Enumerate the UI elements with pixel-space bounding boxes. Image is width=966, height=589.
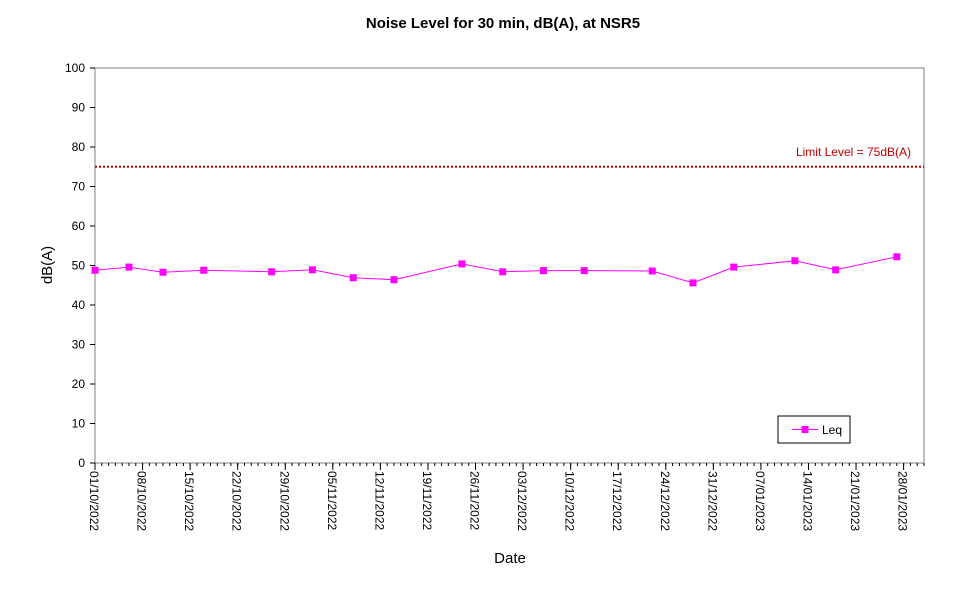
y-tick-label: 90 (72, 101, 86, 115)
data-point (308, 266, 316, 274)
data-point (893, 253, 901, 261)
y-tick-label: 60 (72, 219, 86, 233)
y-tick-label: 40 (72, 298, 86, 312)
x-tick-label: 03/12/2022 (515, 471, 529, 531)
data-point (349, 274, 357, 282)
data-point (91, 266, 99, 274)
y-tick-label: 100 (65, 61, 85, 75)
data-point (159, 268, 167, 276)
x-tick-label: 12/11/2022 (372, 471, 386, 530)
legend-label: Leq (822, 423, 842, 437)
x-tick-label: 05/11/2022 (325, 471, 339, 530)
limit-label: Limit Level = 75dB(A) (796, 145, 911, 159)
chart-title: Noise Level for 30 min, dB(A), at NSR5 (366, 15, 640, 32)
x-tick-label: 28/01/2023 (896, 471, 910, 531)
data-point (689, 279, 697, 287)
data-point (580, 267, 588, 275)
x-tick-label: 29/10/2022 (277, 471, 291, 531)
data-point (268, 268, 276, 276)
data-point (539, 267, 547, 275)
x-tick-label: 22/10/2022 (230, 471, 244, 531)
x-tick-label: 24/12/2022 (658, 471, 672, 531)
data-point (390, 276, 398, 284)
x-tick-label: 26/11/2022 (468, 471, 482, 530)
data-point (499, 268, 507, 276)
data-point (200, 266, 208, 274)
y-axis: 0 10 20 30 40 50 60 70 80 90 100 (65, 61, 95, 470)
x-tick-label: 31/12/2022 (705, 471, 719, 531)
x-axis-label: Date (494, 550, 526, 567)
x-tick-label: 01/10/2022 (87, 471, 101, 531)
data-point (458, 260, 466, 268)
data-point (832, 266, 840, 274)
x-tick-label: 19/11/2022 (420, 471, 434, 530)
data-point (648, 267, 656, 275)
x-tick-label: 10/12/2022 (563, 471, 577, 531)
y-tick-label: 20 (72, 377, 86, 391)
x-tick-label: 07/01/2023 (753, 471, 767, 531)
legend: Leq (777, 415, 851, 444)
y-tick-label: 30 (72, 338, 86, 352)
legend-marker (801, 426, 809, 433)
series-line-leq (94, 256, 897, 284)
y-tick-label: 0 (78, 456, 85, 470)
x-tick-label: 17/12/2022 (610, 471, 624, 531)
x-tick-label: 14/01/2023 (800, 471, 814, 531)
y-tick-label: 50 (72, 259, 86, 273)
plot-area (94, 67, 925, 464)
y-axis-label: dB(A) (39, 246, 56, 284)
y-tick-label: 80 (72, 140, 86, 154)
data-point (730, 263, 738, 271)
x-tick-label: 21/01/2023 (848, 471, 862, 531)
x-axis: 01/10/2022 08/10/2022 15/10/2022 22/10/2022… (87, 463, 925, 531)
series-layer (91, 253, 901, 287)
data-point (791, 257, 799, 265)
data-point (125, 263, 133, 271)
x-tick-label: 08/10/2022 (135, 471, 149, 531)
y-tick-label: 10 (72, 417, 86, 431)
y-tick-label: 70 (72, 180, 86, 194)
x-tick-label: 15/10/2022 (182, 471, 196, 531)
